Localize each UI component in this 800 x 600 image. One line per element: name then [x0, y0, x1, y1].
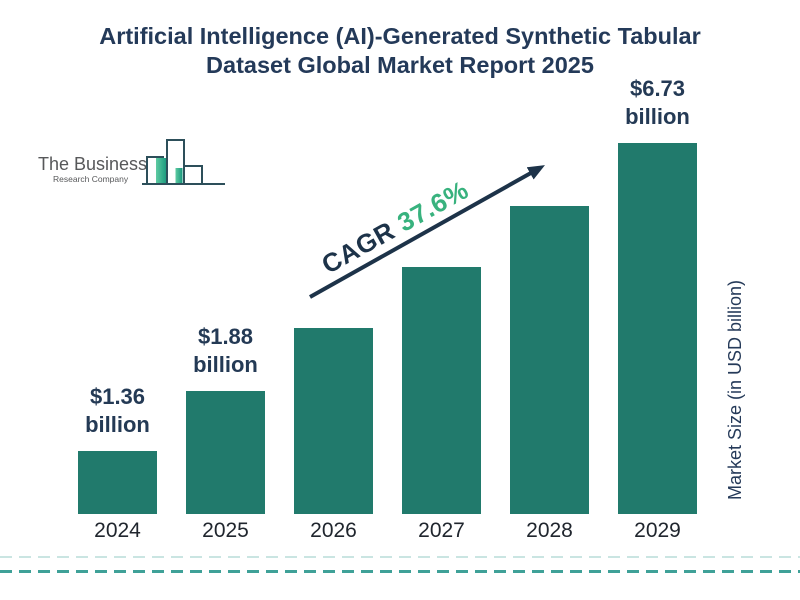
logo-text-line2: Research Company — [53, 174, 129, 184]
divider-dashed — [0, 570, 800, 573]
value-label-2029: $6.73 billion — [625, 76, 690, 129]
value-label-2024: $1.36 billion — [85, 384, 150, 437]
page-title: Artificial Intelligence (AI)-Generated S… — [0, 22, 800, 80]
x-tick-2028: 2028 — [526, 519, 573, 542]
bar-2028 — [510, 206, 589, 514]
value-label-2025: $1.88 billion — [193, 324, 258, 377]
divider-dashed-faint — [0, 556, 800, 558]
x-tick-2026: 2026 — [310, 519, 357, 542]
bar-2024 — [78, 451, 157, 514]
company-logo: The Business Research Company — [38, 130, 228, 194]
x-tick-2027: 2027 — [418, 519, 465, 542]
bar-2029 — [618, 143, 697, 514]
x-tick-2029: 2029 — [634, 519, 681, 542]
logo-text-line1: The Business — [38, 154, 147, 174]
x-tick-2024: 2024 — [94, 519, 141, 542]
logo-bars-icon — [142, 139, 225, 185]
bar-2026 — [294, 328, 373, 514]
company-logo-graphic: The Business Research Company — [38, 139, 225, 185]
page-title-line2: Dataset Global Market Report 2025 — [206, 52, 594, 78]
bar-2027 — [402, 267, 481, 514]
y-axis-label: Market Size (in USD billion) — [725, 279, 745, 501]
bar-2025 — [186, 391, 265, 514]
x-tick-2025: 2025 — [202, 519, 249, 542]
page-title-line1: Artificial Intelligence (AI)-Generated S… — [99, 23, 701, 49]
